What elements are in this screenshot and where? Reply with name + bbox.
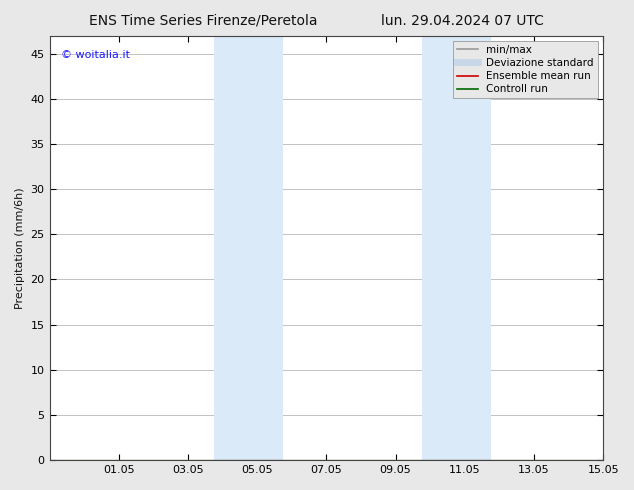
Legend: min/max, Deviazione standard, Ensemble mean run, Controll run: min/max, Deviazione standard, Ensemble m…	[453, 41, 598, 98]
Text: lun. 29.04.2024 07 UTC: lun. 29.04.2024 07 UTC	[382, 14, 544, 28]
Bar	[249, 36, 283, 460]
Bar	[456, 36, 491, 460]
Text: ENS Time Series Firenze/Peretola: ENS Time Series Firenze/Peretola	[89, 14, 317, 28]
Bar	[422, 36, 456, 460]
Bar	[214, 36, 249, 460]
Y-axis label: Precipitation (mm/6h): Precipitation (mm/6h)	[15, 187, 25, 309]
Text: © woitalia.it: © woitalia.it	[61, 50, 129, 60]
